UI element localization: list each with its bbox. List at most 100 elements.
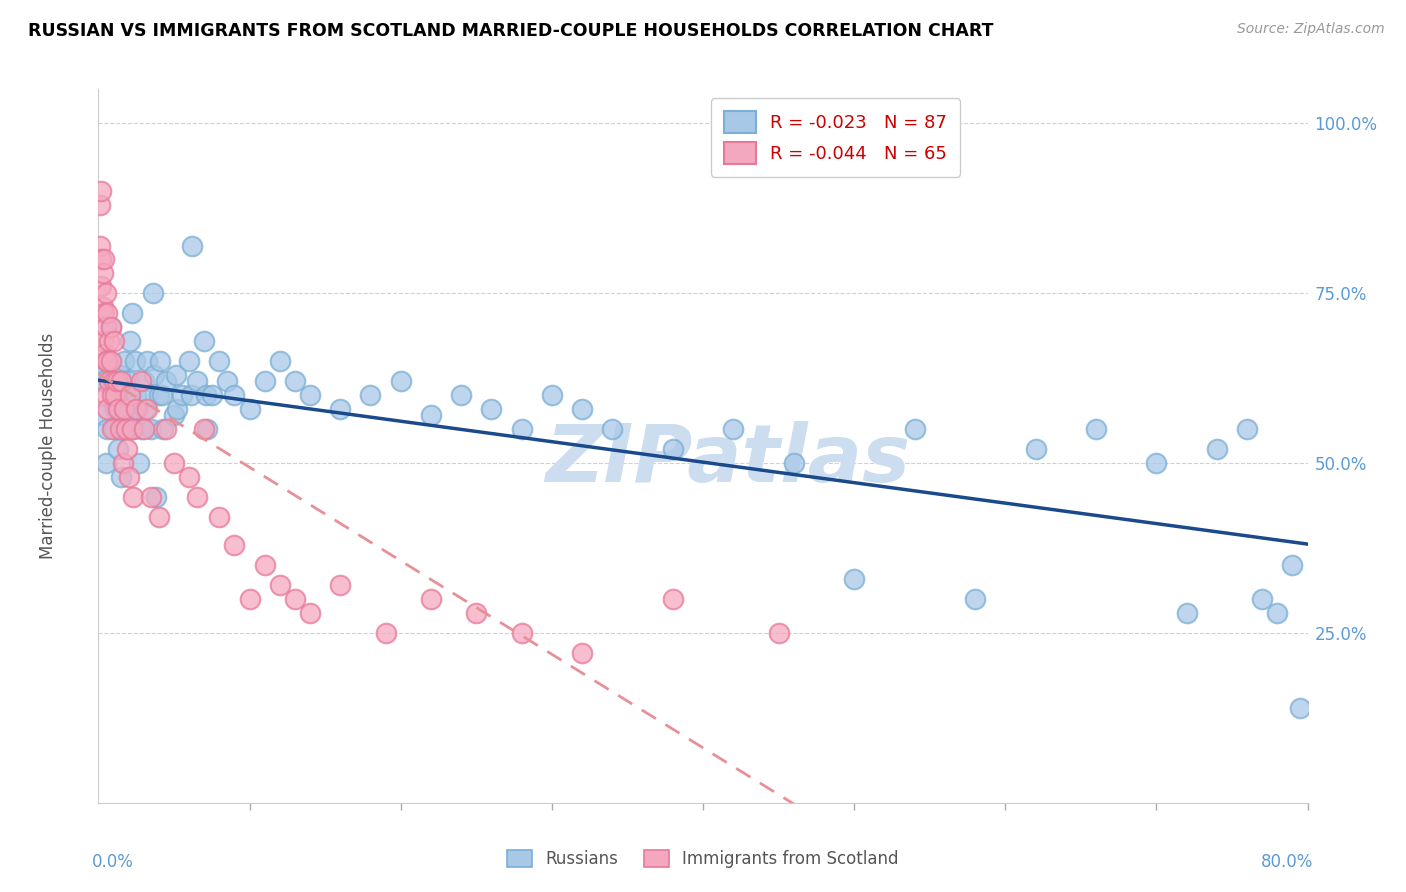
Point	[103, 334, 125, 348]
Point	[179, 354, 201, 368]
Point	[115, 442, 138, 457]
Point	[141, 490, 163, 504]
Point	[186, 490, 208, 504]
Point	[96, 422, 118, 436]
Point	[132, 375, 155, 389]
Point	[112, 401, 135, 416]
Point	[98, 334, 121, 348]
Point	[108, 422, 131, 436]
Point	[165, 368, 187, 382]
Point	[186, 375, 208, 389]
Point	[90, 184, 112, 198]
Point	[101, 422, 124, 436]
Point	[114, 422, 136, 436]
Point	[360, 388, 382, 402]
Point	[181, 238, 204, 252]
Point	[284, 375, 307, 389]
Text: 0.0%: 0.0%	[93, 853, 134, 871]
Point	[108, 368, 131, 382]
Point	[91, 300, 114, 314]
Point	[239, 401, 262, 416]
Point	[104, 401, 127, 416]
Point	[118, 469, 141, 483]
Point	[89, 375, 111, 389]
Point	[510, 626, 533, 640]
Point	[101, 388, 124, 402]
Point	[143, 368, 166, 382]
Point	[124, 354, 146, 368]
Point	[110, 469, 132, 483]
Point	[269, 354, 291, 368]
Point	[135, 401, 157, 416]
Point	[105, 375, 128, 389]
Point	[253, 558, 276, 572]
Point	[93, 252, 115, 266]
Point	[122, 422, 145, 436]
Point	[299, 606, 322, 620]
Point	[163, 456, 186, 470]
Point	[163, 409, 186, 423]
Point	[96, 306, 118, 320]
Point	[148, 510, 170, 524]
Text: Source: ZipAtlas.com: Source: ZipAtlas.com	[1237, 22, 1385, 37]
Point	[94, 354, 117, 368]
Point	[96, 354, 118, 368]
Point	[661, 442, 683, 457]
Point	[135, 354, 157, 368]
Point	[121, 422, 143, 436]
Point	[94, 388, 117, 402]
Point	[114, 388, 136, 402]
Point	[208, 510, 231, 524]
Point	[152, 422, 174, 436]
Point	[1267, 606, 1289, 620]
Point	[420, 409, 443, 423]
Point	[93, 347, 115, 361]
Point	[602, 422, 624, 436]
Point	[215, 375, 238, 389]
Point	[96, 401, 118, 416]
Point	[98, 375, 121, 389]
Point	[201, 388, 224, 402]
Point	[723, 422, 745, 436]
Point	[105, 388, 128, 402]
Point	[89, 238, 111, 252]
Point	[121, 306, 143, 320]
Point	[224, 388, 246, 402]
Point	[155, 422, 177, 436]
Point	[661, 591, 683, 606]
Point	[111, 422, 134, 436]
Point	[193, 334, 215, 348]
Point	[179, 469, 201, 483]
Point	[166, 401, 188, 416]
Text: 80.0%: 80.0%	[1261, 853, 1313, 871]
Point	[103, 422, 125, 436]
Point	[94, 286, 117, 301]
Point	[1024, 442, 1046, 457]
Point	[107, 442, 129, 457]
Point	[112, 354, 135, 368]
Legend: Russians, Immigrants from Scotland: Russians, Immigrants from Scotland	[501, 843, 905, 875]
Point	[89, 198, 111, 212]
Point	[1281, 558, 1303, 572]
Point	[571, 401, 593, 416]
Point	[118, 375, 141, 389]
Point	[844, 572, 866, 586]
Point	[239, 591, 262, 606]
Point	[420, 591, 443, 606]
Point	[129, 375, 152, 389]
Point	[91, 334, 114, 348]
Point	[120, 388, 142, 402]
Point	[90, 360, 112, 375]
Point	[155, 375, 177, 389]
Point	[149, 354, 172, 368]
Point	[90, 279, 112, 293]
Point	[510, 422, 533, 436]
Point	[145, 490, 167, 504]
Point	[91, 409, 114, 423]
Point	[93, 306, 115, 320]
Point	[208, 354, 231, 368]
Legend: R = -0.023   N = 87, R = -0.044   N = 65: R = -0.023 N = 87, R = -0.044 N = 65	[711, 98, 960, 177]
Point	[150, 388, 173, 402]
Point	[1175, 606, 1198, 620]
Point	[253, 375, 276, 389]
